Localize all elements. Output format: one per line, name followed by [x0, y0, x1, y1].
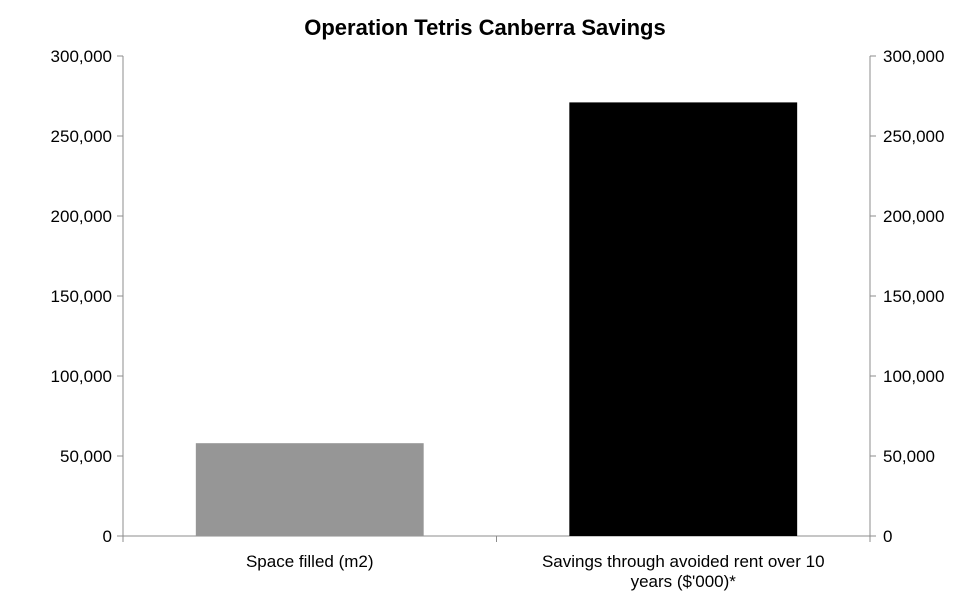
right-y-axis-ticks: 0 50,000 100,000 150,000 200,000 250,000 300,0… [870, 47, 944, 546]
right-y-tick-label: 300,000 [883, 47, 944, 66]
left-y-tick-label: 150,000 [51, 287, 112, 306]
bar [569, 102, 798, 537]
right-y-tick-label: 200,000 [883, 207, 944, 226]
right-y-tick-label: 250,000 [883, 127, 944, 146]
bars [195, 102, 798, 537]
left-y-axis-ticks: 0 50,000 100,000 150,000 200,000 250,000 300,0… [51, 47, 123, 546]
left-y-tick-label: 250,000 [51, 127, 112, 146]
right-y-tick-label: 150,000 [883, 287, 944, 306]
left-y-tick-label: 100,000 [51, 367, 112, 386]
chart-title: Operation Tetris Canberra Savings [304, 15, 665, 40]
right-y-tick-label: 100,000 [883, 367, 944, 386]
bar [195, 443, 424, 536]
left-y-tick-label: 300,000 [51, 47, 112, 66]
right-y-tick-label: 0 [883, 527, 892, 546]
left-y-tick-label: 50,000 [60, 447, 112, 466]
x-category-label: Space filled (m2) [246, 552, 374, 571]
left-y-tick-label: 0 [103, 527, 112, 546]
left-y-tick-label: 200,000 [51, 207, 112, 226]
x-category-label: Savings through avoided rent over 10 year… [542, 552, 825, 591]
right-y-tick-label: 50,000 [883, 447, 935, 466]
x-axis-categories: Space filled (m2) Savings through avoided… [246, 552, 825, 591]
